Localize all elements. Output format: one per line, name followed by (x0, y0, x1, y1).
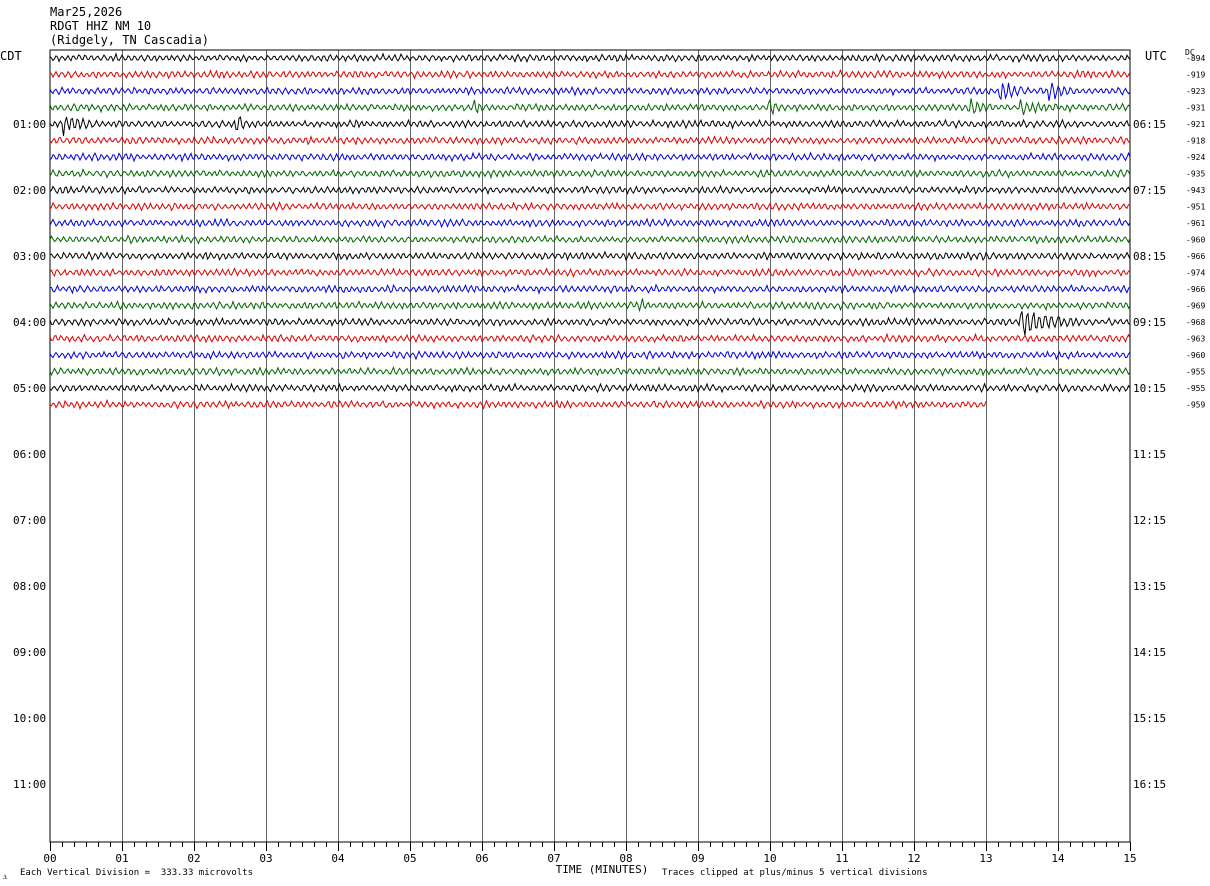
dc-offset-label: -935 (1186, 170, 1205, 179)
cdt-hour-label: 05:00 (13, 382, 46, 395)
seismic-trace (49, 267, 1131, 278)
cdt-hour-label: 02:00 (13, 184, 46, 197)
seismic-trace (49, 98, 1131, 116)
cdt-hour-label: 11:00 (13, 778, 46, 791)
corner-mark-icon: ⚓ (3, 873, 8, 881)
x-tick-label: 15 (1123, 852, 1136, 865)
dc-offset-label: -955 (1186, 368, 1205, 377)
x-tick-label: 04 (331, 852, 345, 865)
x-tick-label: 03 (259, 852, 272, 865)
dc-offset-label: -918 (1186, 137, 1205, 146)
x-tick-label: 14 (1051, 852, 1065, 865)
cdt-hour-label: 06:00 (13, 448, 46, 461)
scale-note: Each Vertical Division = 333.33 microvol… (20, 868, 253, 878)
dc-offset-label: -960 (1186, 236, 1205, 245)
dc-offset-label: -931 (1186, 104, 1205, 113)
seismic-trace (49, 68, 1131, 80)
dc-offset-label: -919 (1186, 71, 1205, 80)
utc-label: UTC (1145, 49, 1167, 63)
seismic-trace (49, 283, 1131, 295)
dc-offset-label: -961 (1186, 219, 1205, 228)
seismic-trace (49, 250, 1131, 262)
x-tick-label: 01 (115, 852, 128, 865)
utc-hour-label: 07:15 (1133, 184, 1166, 197)
seismic-trace (49, 332, 1131, 344)
clip-note: Traces clipped at plus/minus 5 vertical … (662, 868, 928, 878)
dc-label: DC (1185, 48, 1195, 57)
seismic-trace (49, 349, 1131, 361)
x-tick-label: 07 (547, 852, 560, 865)
plot-date: Mar25,2026 (50, 5, 123, 19)
dc-offset-label: -951 (1186, 203, 1205, 212)
x-tick-label: 11 (835, 852, 848, 865)
utc-hour-label: 14:15 (1133, 646, 1166, 659)
seismic-trace (49, 365, 1131, 378)
x-tick-label: 05 (403, 852, 416, 865)
utc-hour-label: 16:15 (1133, 778, 1166, 791)
utc-hour-label: 15:15 (1133, 712, 1166, 725)
x-tick-label: 13 (979, 852, 992, 865)
seismic-trace (49, 151, 1131, 163)
dc-offset-label: -923 (1186, 87, 1205, 96)
x-tick-label: 08 (619, 852, 632, 865)
seismic-trace (49, 116, 1131, 137)
dc-offset-label: -966 (1186, 252, 1205, 261)
dc-offset-label: -963 (1186, 335, 1205, 344)
dc-offset-label: -943 (1186, 186, 1205, 195)
dc-offset-label: -974 (1186, 269, 1205, 278)
x-tick-label: 00 (43, 852, 56, 865)
dc-offset-label: -959 (1186, 401, 1205, 410)
seismic-trace (49, 298, 1131, 313)
seismic-trace (49, 168, 1131, 180)
cdt-hour-label: 08:00 (13, 580, 46, 593)
seismic-trace (49, 311, 1131, 336)
utc-hour-label: 12:15 (1133, 514, 1166, 527)
utc-hour-label: 11:15 (1133, 448, 1166, 461)
x-axis-label: TIME (MINUTES) (556, 863, 649, 876)
plot-frame (49, 49, 1131, 843)
dc-offset-label: -921 (1186, 120, 1205, 129)
dc-offset-label: -969 (1186, 302, 1205, 311)
dc-offset-label: -924 (1186, 153, 1205, 162)
utc-hour-label: 10:15 (1133, 382, 1166, 395)
utc-hour-label: 08:15 (1133, 250, 1166, 263)
station-location: (Ridgely, TN Cascadia) (50, 33, 209, 47)
seismic-trace (49, 135, 1131, 147)
cdt-hour-label: 10:00 (13, 712, 46, 725)
utc-hour-label: 09:15 (1133, 316, 1166, 329)
seismic-trace (49, 382, 1131, 394)
utc-hour-label: 06:15 (1133, 118, 1166, 131)
dc-offset-label: -955 (1186, 384, 1205, 393)
dc-offset-label: -966 (1186, 285, 1205, 294)
x-tick-label: 12 (907, 852, 920, 865)
dc-offset-label: -894 (1186, 54, 1205, 63)
station-code: RDGT HHZ NM 10 (50, 19, 152, 33)
x-tick-label: 10 (763, 852, 776, 865)
seismic-trace (49, 398, 987, 411)
x-tick-label: 06 (475, 852, 488, 865)
dc-offset-label: -968 (1186, 318, 1205, 327)
cdt-hour-label: 03:00 (13, 250, 46, 263)
dc-offset-label: -960 (1186, 351, 1205, 360)
cdt-label: CDT (0, 49, 22, 63)
x-tick-label: 02 (187, 852, 200, 865)
cdt-hour-label: 09:00 (13, 646, 46, 659)
x-tick-label: 09 (691, 852, 704, 865)
cdt-hour-label: 07:00 (13, 514, 46, 527)
seismic-trace (49, 200, 1130, 212)
cdt-hour-label: 04:00 (13, 316, 46, 329)
seismic-trace (49, 217, 1131, 229)
seismic-trace (49, 233, 1131, 245)
utc-hour-label: 13:15 (1133, 580, 1166, 593)
seismic-trace (49, 184, 1131, 196)
cdt-hour-label: 01:00 (13, 118, 46, 131)
seismic-trace (49, 52, 1131, 64)
seismic-trace (49, 82, 1131, 101)
